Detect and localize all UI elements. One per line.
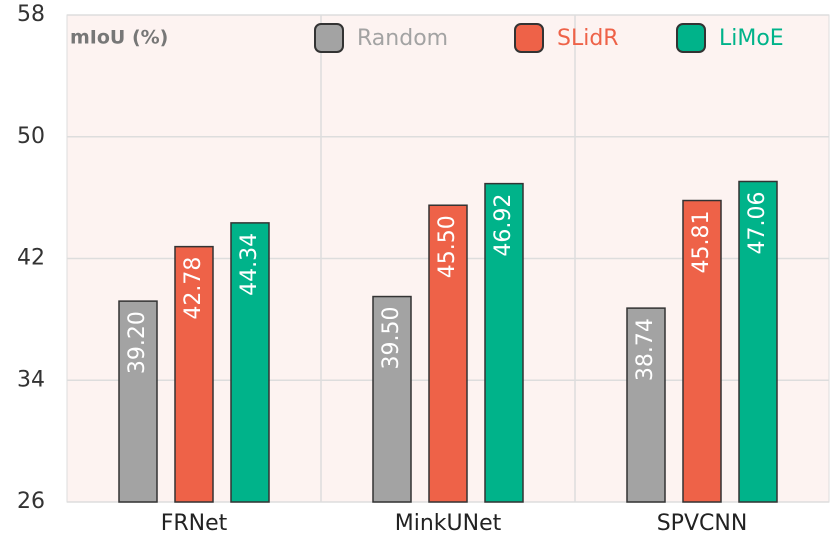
bar [484, 182, 524, 503]
legend-label: LiMoE [719, 26, 784, 51]
legend-swatch [314, 23, 344, 53]
value-label: 46.92 [491, 194, 516, 257]
y-tick-label: 58 [17, 2, 45, 27]
legend-swatch [514, 23, 544, 53]
y-tick-label: 42 [17, 246, 45, 271]
value-label: 39.20 [125, 311, 150, 374]
y-tick-label: 50 [17, 124, 45, 149]
bar [118, 300, 158, 503]
value-label: 44.34 [237, 233, 262, 296]
legend-label: Random [357, 26, 448, 51]
x-tick-label: FRNet [161, 511, 228, 536]
y-axis-label: mIoU (%) [70, 27, 168, 49]
bar [428, 204, 468, 503]
bar [682, 199, 722, 503]
bar [174, 245, 214, 503]
bar [230, 222, 270, 503]
y-tick-label: 34 [17, 367, 45, 392]
value-label: 38.74 [633, 318, 658, 381]
value-label: 45.81 [689, 211, 714, 274]
value-label: 47.06 [745, 191, 770, 254]
x-tick-label: MinkUNet [395, 511, 502, 536]
value-label: 45.50 [435, 215, 460, 278]
x-tick-label: SPVCNN [657, 511, 748, 536]
legend-label: SLidR [557, 26, 619, 51]
y-tick-label: 26 [17, 489, 45, 514]
value-label: 42.78 [181, 257, 206, 320]
legend-swatch [676, 23, 706, 53]
bar [738, 180, 778, 503]
value-label: 39.50 [379, 307, 404, 370]
bar [626, 307, 666, 503]
bar [372, 295, 412, 503]
